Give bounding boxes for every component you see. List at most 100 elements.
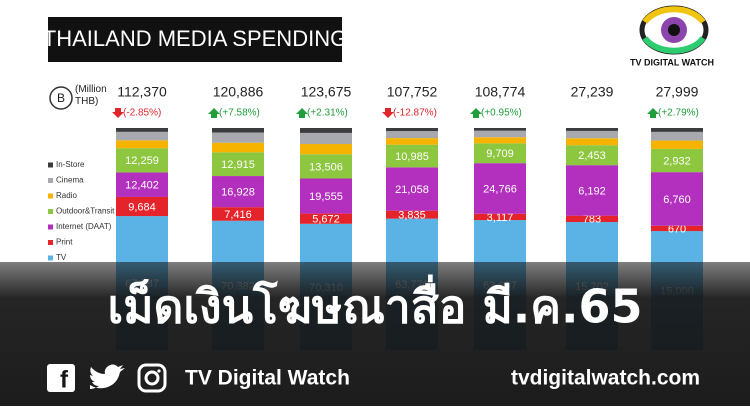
data-label: 10,985 (395, 151, 429, 163)
unit-badge (49, 86, 73, 110)
bar-segment (651, 172, 703, 226)
legend-swatch (48, 162, 53, 168)
legend-swatch (48, 209, 53, 214)
facebook-icon[interactable] (47, 364, 75, 392)
bar-segment (300, 154, 352, 179)
bar-segment (566, 138, 618, 146)
legend-swatch (48, 255, 53, 261)
footer-brand: TV Digital Watch (185, 367, 350, 390)
data-label: 19,555 (309, 191, 343, 203)
bar-segment (116, 148, 168, 173)
legend-swatch (48, 224, 53, 230)
bar-segment (474, 128, 526, 131)
data-label: 12,915 (221, 159, 255, 171)
data-label: 21,058 (395, 184, 429, 196)
total-label: 120,886 (213, 84, 264, 100)
legend-label: Radio (56, 191, 77, 200)
change-arrow (296, 108, 308, 118)
bar-segment (300, 178, 352, 214)
data-label: 6,192 (578, 185, 606, 197)
instagram-icon[interactable] (137, 363, 167, 393)
bar-segment (300, 144, 352, 155)
change-arrow (112, 108, 124, 118)
change-label: (+2.31%) (307, 108, 348, 119)
legend-label: Cinema (56, 176, 84, 185)
data-label: 2,453 (578, 150, 606, 162)
unit-box: (Million THB) (75, 84, 107, 107)
data-label: 16,928 (221, 186, 255, 198)
facebook-glyph: f (60, 366, 69, 393)
bar-segment (116, 128, 168, 132)
change-label: (+7.58%) (219, 108, 260, 119)
bar-segment (212, 128, 264, 133)
data-label: 2,932 (663, 155, 691, 167)
legend-label: In-Store (56, 160, 85, 169)
total-label: 107,752 (387, 84, 438, 100)
bar-segment (212, 142, 264, 153)
bar-segment (474, 143, 526, 164)
change-label: (-2.85%) (123, 108, 161, 119)
legend-label: Print (56, 238, 73, 247)
data-label: 13,506 (309, 161, 343, 173)
bar-segment (386, 138, 438, 145)
instagram-lens (144, 370, 160, 386)
bar-segment (386, 210, 438, 219)
data-label: 9,684 (128, 201, 156, 213)
logo-arc (642, 6, 706, 24)
change-label: (-12.87%) (393, 108, 437, 119)
title-banner (48, 17, 342, 62)
bar-segment (566, 165, 618, 216)
logo-arc (642, 36, 706, 54)
logo-pupil (668, 24, 680, 36)
total-label: 27,239 (571, 84, 614, 100)
bar-segment (300, 128, 352, 133)
bar-segment (474, 130, 526, 138)
legend-label: TV (56, 253, 67, 262)
data-label: 6,760 (663, 194, 691, 206)
bar-segment (651, 128, 703, 132)
legend-swatch (48, 178, 53, 183)
twitter-icon[interactable] (90, 364, 125, 390)
legend-label: Internet (DAAT) (56, 222, 112, 231)
change-arrow (647, 108, 659, 118)
data-label: 9,709 (486, 148, 514, 160)
data-label: 3,117 (487, 212, 514, 224)
data-label: 7,416 (224, 209, 252, 221)
logo-text: TV DIGITAL WATCH (630, 57, 714, 67)
instagram-dot (157, 369, 161, 373)
change-arrow (470, 108, 482, 118)
bar-segment (300, 132, 352, 145)
bar-segment (386, 128, 438, 132)
change-label: (+0.95%) (481, 108, 522, 119)
bar-segment (566, 128, 618, 131)
legend-swatch (48, 240, 53, 245)
bar-segment (651, 148, 703, 173)
data-label: 670 (668, 223, 686, 235)
data-label: 24,766 (483, 183, 517, 195)
bar-segment (116, 131, 168, 141)
total-label: 27,999 (656, 84, 699, 100)
bar-segment (212, 132, 264, 143)
footer-website[interactable]: tvdigitalwatch.com (511, 367, 700, 390)
bar-segment (651, 131, 703, 141)
bar-segment (212, 207, 264, 221)
data-label: 12,402 (125, 180, 159, 192)
bar-segment (474, 213, 526, 221)
bar-segment (386, 131, 438, 139)
change-arrow (382, 108, 394, 118)
unit-label: (Million THB) (75, 84, 107, 107)
unit-badge-text: B (57, 91, 65, 105)
total-label: 112,370 (117, 84, 167, 100)
bar-segment (386, 167, 438, 211)
change-arrow (208, 108, 220, 118)
headline: เม็ดเงินโฆษณาสื่อ มี.ค.65 (108, 275, 643, 334)
bar-segment (566, 215, 618, 223)
overlay-shade (0, 262, 750, 406)
data-label: 783 (583, 214, 601, 226)
legend-swatch (48, 193, 53, 199)
bar-segment (566, 130, 618, 139)
bar-segment (386, 144, 438, 168)
bar-segment (474, 163, 526, 214)
bar-segment (116, 172, 168, 197)
